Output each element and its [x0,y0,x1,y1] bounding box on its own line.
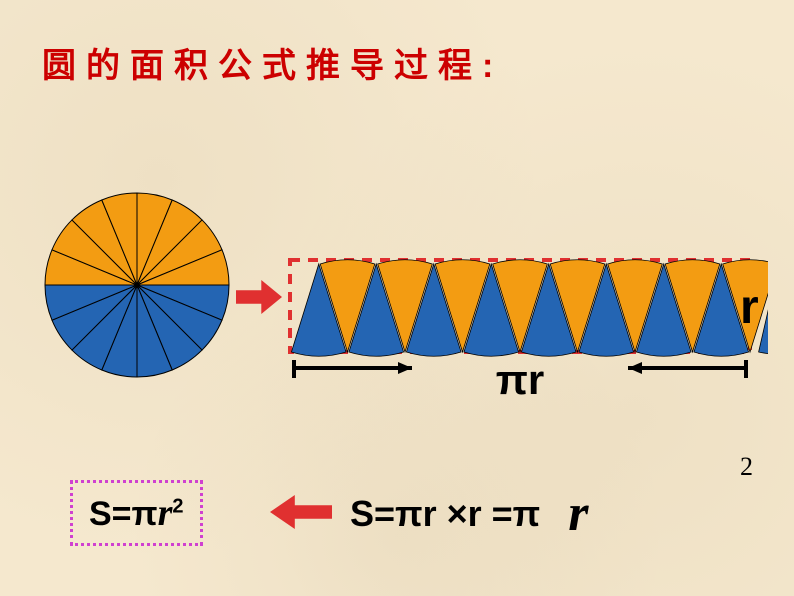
formula-main-var: r [550,485,588,542]
pi-r-label: πr [420,356,620,404]
formula-prefix: S=π [89,495,158,533]
formula-var: r [158,492,173,534]
formula-result-box: S=πr2 [70,480,203,546]
formula-derivation: S=πr ×r =π r [350,480,589,539]
circle-diagram [42,190,232,385]
formula-exp: 2 [172,496,183,518]
formula-main-text: S=πr ×r =π [350,493,540,534]
r-label: r [740,280,759,335]
formula-main-exp: 2 [740,452,753,482]
page-title: 圆的面积公式推导过程: [42,38,503,87]
arrow-right-icon [236,280,282,319]
arrow-left-icon [270,495,332,534]
